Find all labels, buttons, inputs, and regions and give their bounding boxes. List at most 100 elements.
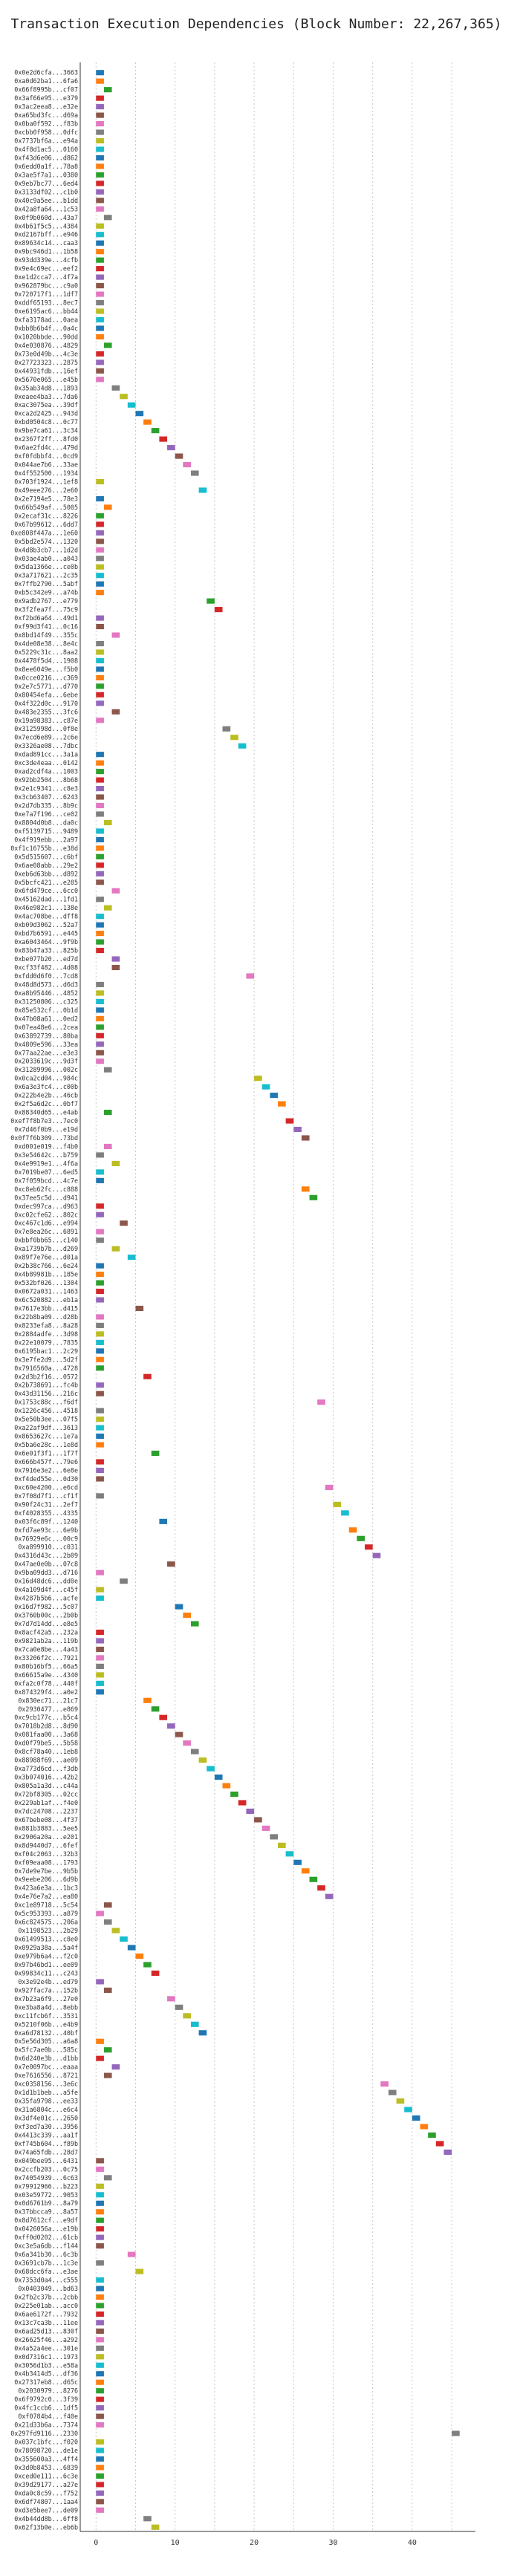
transaction-label: 0x962879bc...c9a0 xyxy=(14,282,78,290)
transaction-label: 0xad2cdf4a...1003 xyxy=(14,768,78,775)
transaction-label: 0x7ffb2790...5abf xyxy=(14,580,78,588)
transaction-label: 0x483e2355...3fc6 xyxy=(14,708,78,715)
transaction-bar xyxy=(96,998,104,1004)
transaction-label: 0x4f322d0c...9170 xyxy=(14,700,78,707)
transaction-label: 0x805a1a3d...c44a xyxy=(14,1782,78,1789)
transaction-label: 0x8804d0b8...da0c xyxy=(14,819,78,826)
transaction-bar xyxy=(96,939,104,945)
transaction-bar xyxy=(183,461,191,468)
transaction-bar xyxy=(96,539,104,544)
transaction-bar xyxy=(96,1391,104,1396)
transaction-bar xyxy=(135,411,144,417)
transaction-bar xyxy=(96,2422,104,2428)
transaction-bar xyxy=(96,836,104,842)
transaction-label: 0x4fc1ccb6...1df5 xyxy=(14,2404,78,2412)
transaction-bar xyxy=(96,232,104,238)
transaction-label: 0x88988f69...ae09 xyxy=(14,1757,78,1764)
transaction-label: 0xf99d3f41...0c16 xyxy=(14,623,78,631)
transaction-bar xyxy=(96,990,104,996)
transaction-label: 0x881b3883...5ee5 xyxy=(14,1824,78,1832)
transaction-bar xyxy=(103,1067,112,1073)
transaction-label: 0xbd7b6591...e445 xyxy=(14,930,78,937)
transaction-bar xyxy=(96,2396,104,2402)
transaction-bar xyxy=(96,1280,104,1286)
transaction-bar xyxy=(96,931,104,937)
transaction-label: 0x03ae4ab0...a043 xyxy=(14,555,78,562)
transaction-label: 0x3125998d...0f8e xyxy=(14,725,78,732)
transaction-label: 0x4b3414d5...df36 xyxy=(14,2370,78,2378)
transaction-label: 0x4f8d1ac5...0160 xyxy=(14,146,78,153)
transaction-bar xyxy=(254,1076,262,1082)
transaction-label: 0x67bebe08...4f37 xyxy=(14,1816,78,1824)
transaction-label: 0xf04c2063...32b3 xyxy=(14,1850,78,1858)
transaction-bar xyxy=(96,1655,104,1661)
transaction-label: 0x27317eb8...d65c xyxy=(14,2378,78,2386)
transaction-label: 0x83b47a33...825b xyxy=(14,947,78,954)
transaction-label: 0xf1c16755b...e38d xyxy=(10,845,78,852)
transaction-bar xyxy=(96,163,104,169)
transaction-bar xyxy=(96,1237,104,1243)
transaction-bar xyxy=(96,811,104,817)
transaction-label: 0x229ab1af...f4e0 xyxy=(14,1799,78,1806)
transaction-label: 0xf5139715...9489 xyxy=(14,827,78,835)
transaction-label: 0x4e76e7a2...ea80 xyxy=(14,1893,78,1900)
transaction-label: 0x3b074016...42b2 xyxy=(14,1774,78,1781)
transaction-bar xyxy=(96,1297,104,1303)
transaction-label: 0x6fd479ce...6cc0 xyxy=(14,887,78,894)
x-tick-label: 20 xyxy=(250,2539,259,2547)
transaction-label: 0x7d46f0b9...e19d xyxy=(14,1126,78,1133)
transaction-bar xyxy=(103,504,112,510)
transaction-label: 0x0403049...bd63 xyxy=(18,2285,78,2292)
transaction-label: 0xc467c1d6...e994 xyxy=(14,1220,78,1227)
transaction-bar xyxy=(198,1757,207,1763)
transaction-label: 0x5fc7ae0b...585c xyxy=(14,2046,78,2054)
transaction-bar xyxy=(246,973,255,979)
transaction-label: 0xef7f8b7e3...7ec0 xyxy=(10,1117,78,1125)
transaction-label: 0xb09d3062...52a7 xyxy=(14,921,78,928)
transaction-label: 0xa0d62ba1...6fa6 xyxy=(14,77,78,85)
transaction-bar xyxy=(96,137,104,144)
transaction-bar xyxy=(151,1970,160,1977)
transaction-label: 0x3df4e01c...2650 xyxy=(14,2115,78,2122)
transaction-label: 0xf2bd6a64...49d1 xyxy=(14,614,78,622)
transaction-label: 0x2e7194e5...78e3 xyxy=(14,495,78,502)
x-tick-labels: 0 10 20 30 40 xyxy=(94,2539,417,2547)
transaction-label: 0xced0e111...6c3e xyxy=(14,2472,78,2479)
transaction-bar xyxy=(96,2447,104,2453)
transaction-bar xyxy=(96,2311,104,2317)
transaction-bar xyxy=(96,1629,104,1636)
transaction-label: 0x4ac708be...dff8 xyxy=(14,913,78,920)
transaction-label: 0xa65bd3fc...d69a xyxy=(14,111,78,119)
transaction-label: 0x2884adfe...3d98 xyxy=(14,1330,78,1338)
transaction-bar xyxy=(96,718,104,723)
transaction-bar xyxy=(159,1714,168,1720)
transaction-label: 0x037c1bfc...f020 xyxy=(14,2439,78,2446)
transaction-label: 0x2b38c766...6e24 xyxy=(14,1262,78,1269)
transaction-bar xyxy=(111,964,120,971)
transaction-bar xyxy=(167,1723,175,1729)
transaction-label: 0x8653627c...1e7a xyxy=(14,1433,78,1440)
transaction-label: 0x72bf8305...02cc xyxy=(14,1790,78,1798)
transaction-bar xyxy=(96,334,104,339)
x-tick-label: 0 xyxy=(94,2539,98,2547)
transaction-label: 0x7018b2d8...8d90 xyxy=(14,1723,78,1730)
transaction-label: 0x76929e6c...00c9 xyxy=(14,1535,78,1542)
transaction-bar xyxy=(96,521,104,527)
transaction-bar xyxy=(222,1783,231,1789)
transaction-label: 0x4287b5b6...acfe xyxy=(14,1595,78,1602)
transaction-label: 0x4809e596...33ea xyxy=(14,1041,78,1048)
transaction-label: 0x2906a20a...e201 xyxy=(14,1833,78,1841)
transaction-label: 0x22b8ba09...d28b xyxy=(14,1313,78,1321)
transaction-bar xyxy=(96,360,104,365)
transaction-label: 0xf0fdbbf4...0cd9 xyxy=(14,452,78,460)
transaction-label: 0xf745b604...f89b xyxy=(14,2140,78,2147)
transaction-bar xyxy=(96,2405,104,2411)
transaction-bar xyxy=(96,760,104,766)
transaction-bar xyxy=(96,845,104,851)
transaction-label: 0x3f2fea7f...75c9 xyxy=(14,606,78,614)
transaction-bar xyxy=(96,2499,104,2505)
transaction-label: 0x666b457f...79e6 xyxy=(14,1458,78,1466)
transaction-bar xyxy=(443,2149,452,2155)
transaction-label: 0xdec997ca...d963 xyxy=(14,1203,78,1210)
